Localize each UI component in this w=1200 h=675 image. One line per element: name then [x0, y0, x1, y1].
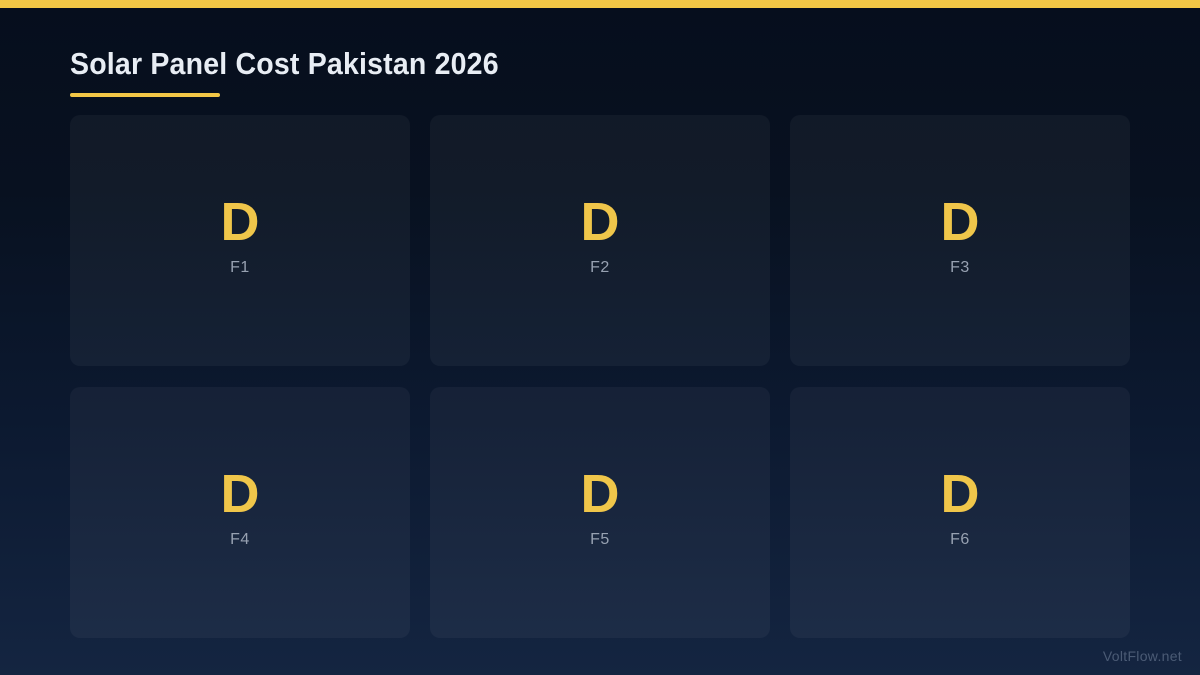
- broken-image-placeholder-letter: D: [940, 464, 980, 524]
- broken-image-placeholder-letter: D: [580, 464, 620, 524]
- card-label: F1: [230, 259, 250, 276]
- broken-image-placeholder-letter: D: [940, 192, 980, 252]
- card-f5: D F5: [430, 387, 770, 638]
- card-f3: D F3: [790, 115, 1130, 366]
- title-underline: [70, 93, 220, 97]
- card-f4: D F4: [70, 387, 410, 638]
- card-f6: D F6: [790, 387, 1130, 638]
- page-title: Solar Panel Cost Pakistan 2026: [70, 46, 499, 81]
- card-f2: D F2: [430, 115, 770, 366]
- card-grid: D F1 D F2 D F3 D F4 D F5 D F6: [70, 115, 1130, 638]
- card-f1: D F1: [70, 115, 410, 366]
- top-accent-bar: [0, 0, 1200, 8]
- card-label: F5: [590, 531, 610, 548]
- card-label: F2: [590, 259, 610, 276]
- broken-image-placeholder-letter: D: [220, 464, 260, 524]
- broken-image-placeholder-letter: D: [220, 192, 260, 252]
- card-label: F3: [950, 259, 970, 276]
- main-content: Solar Panel Cost Pakistan 2026 D F1 D F2…: [0, 8, 1200, 638]
- card-label: F4: [230, 531, 250, 548]
- watermark: VoltFlow.net: [1102, 648, 1182, 664]
- card-label: F6: [950, 531, 970, 548]
- broken-image-placeholder-letter: D: [580, 192, 620, 252]
